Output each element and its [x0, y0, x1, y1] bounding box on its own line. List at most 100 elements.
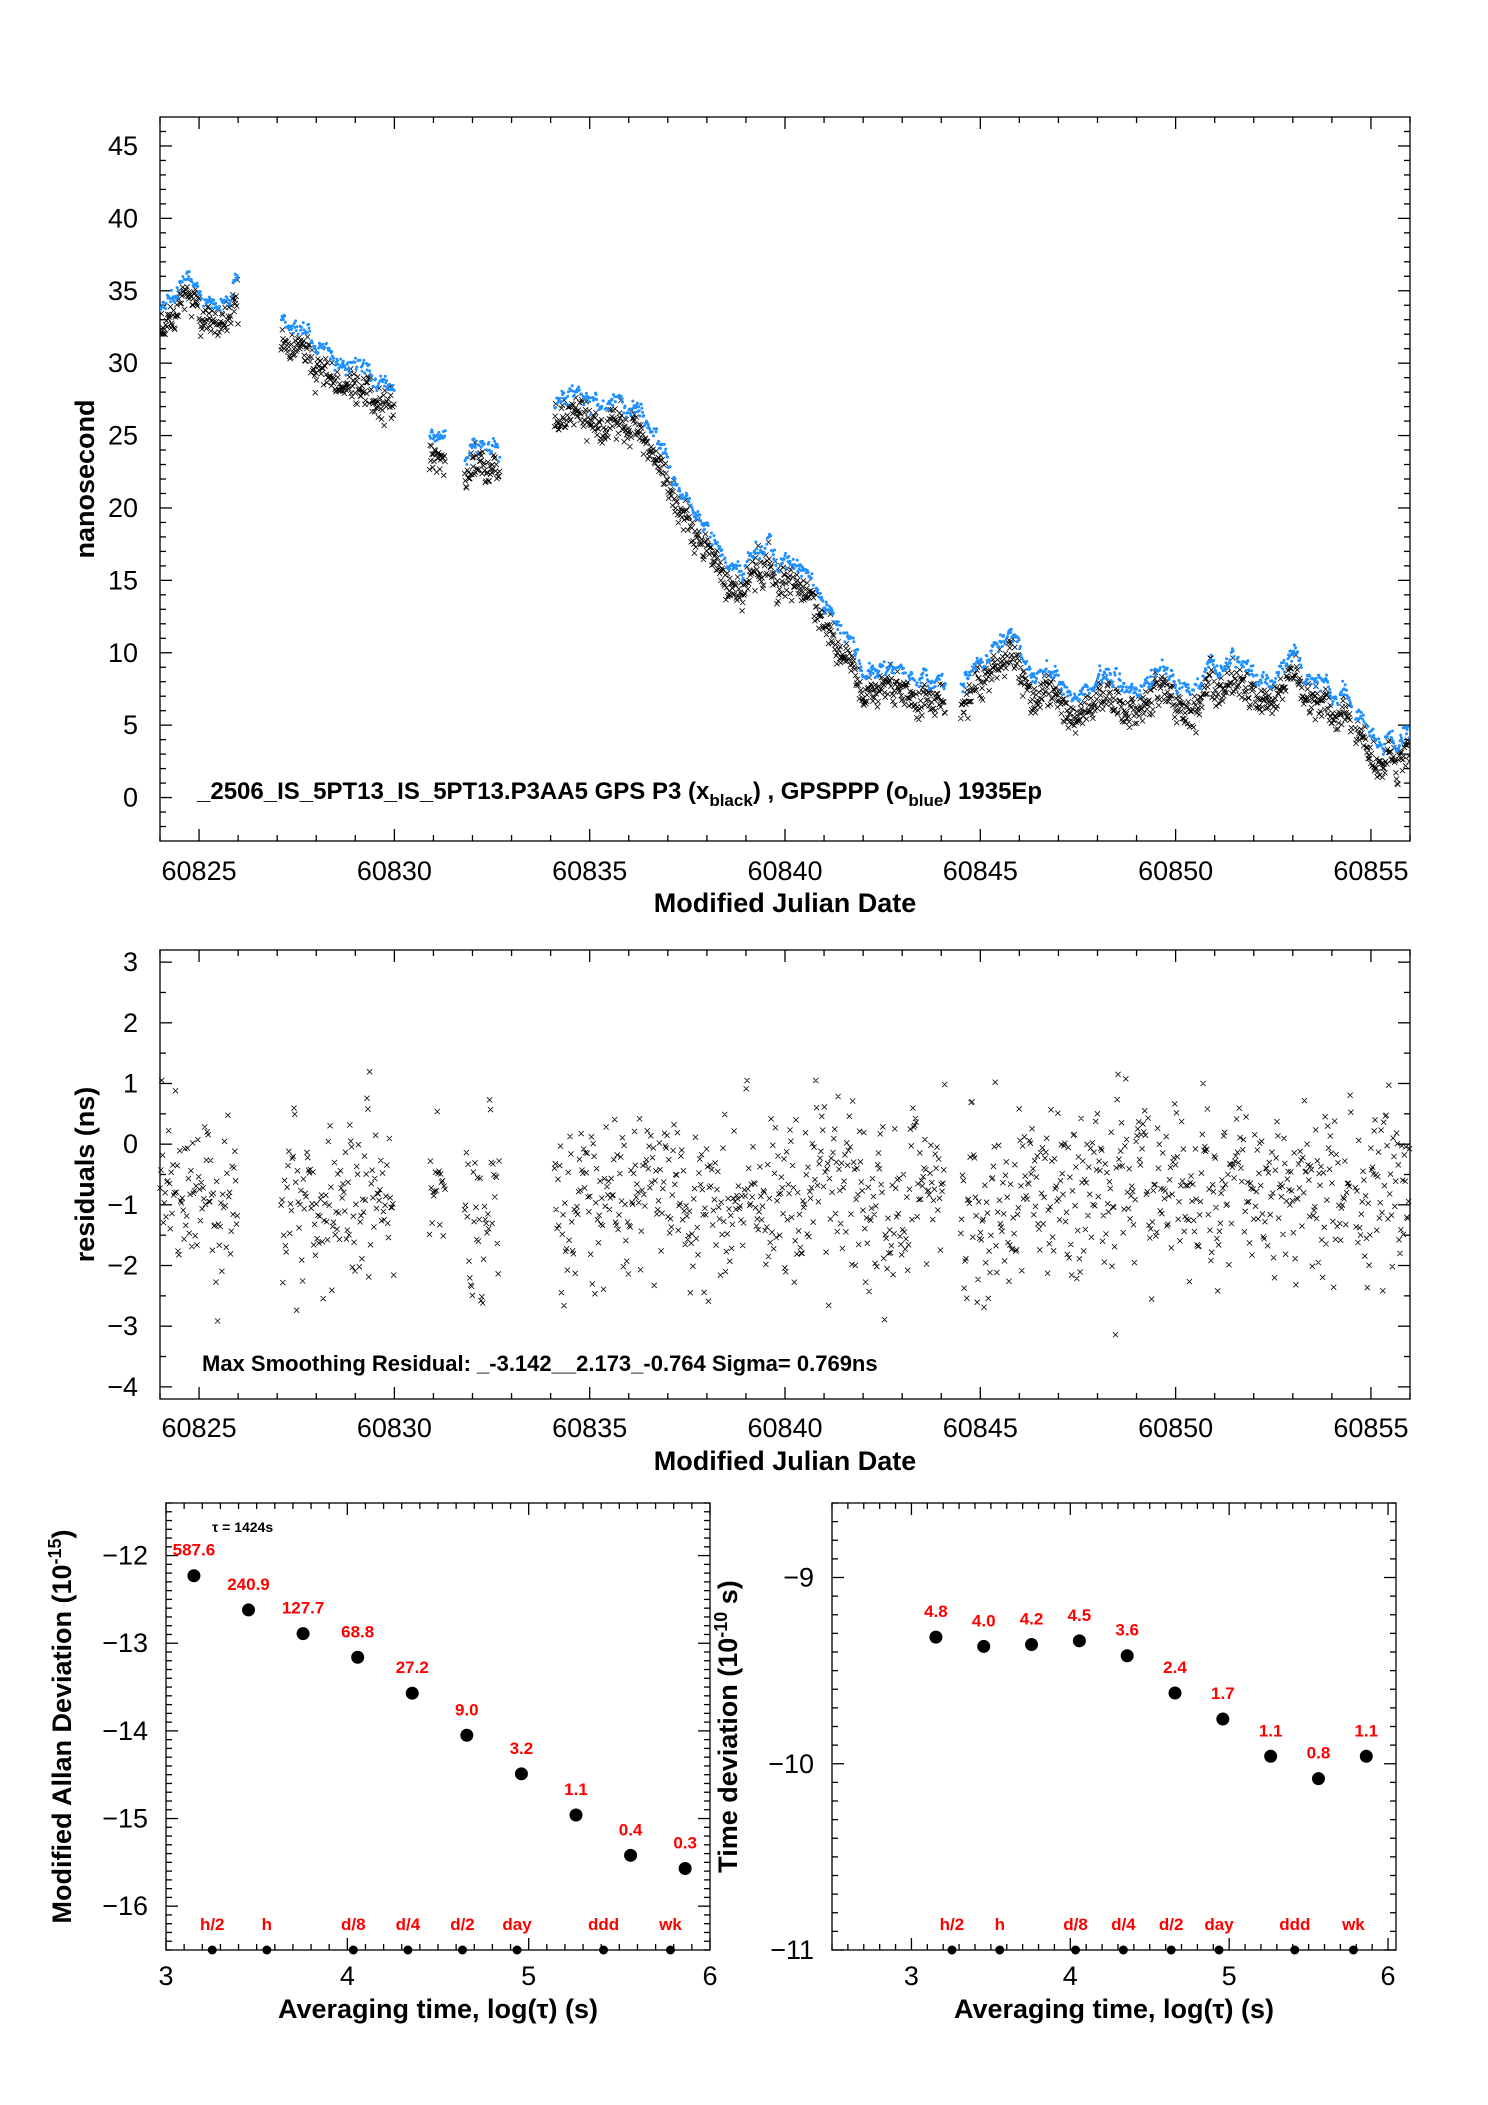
tdev-panel-frame — [831, 1502, 1397, 1951]
x-tick-label: 6 — [1381, 1961, 1396, 1991]
time-marker — [262, 1945, 272, 1955]
mdev-panel-frame — [165, 1502, 711, 1951]
phase-plot-frame — [159, 116, 1411, 842]
time-marker — [403, 1945, 413, 1955]
phase-points — [160, 270, 1410, 788]
x-tick-label: 60835 — [552, 1413, 627, 1443]
time-marker-label: day — [1204, 1915, 1234, 1934]
y-axis-title-sup: -10 — [711, 1612, 731, 1638]
point-label: 3.2 — [510, 1739, 534, 1758]
x-tick-label: 4 — [1063, 1961, 1078, 1991]
phase-panel: 0 5 10 15 20 25 30 35 40 45 60825 60830 60835 60840 60… — [70, 116, 1411, 918]
time-marker — [1166, 1945, 1176, 1955]
x-tick-label: 3 — [158, 1961, 173, 1991]
data-point — [514, 1767, 528, 1781]
annotation-subscript: blue — [908, 791, 943, 810]
x-tick-label: 60855 — [1333, 856, 1408, 886]
x-tick-label: 60830 — [357, 1413, 432, 1443]
y-tick-label: −16 — [102, 1891, 148, 1921]
x-tick-label: 5 — [521, 1961, 536, 1991]
x-axis-title: Averaging time, log(τ) (s) — [954, 1994, 1274, 2024]
time-marker-label: d/2 — [450, 1915, 475, 1934]
data-point — [1264, 1749, 1278, 1763]
y-axis-title-sup: -15 — [45, 1538, 65, 1564]
y-tick-label: −10 — [768, 1749, 814, 1779]
time-marker — [207, 1945, 217, 1955]
data-point — [351, 1650, 365, 1664]
x-axis-title: Modified Julian Date — [654, 888, 917, 918]
data-point — [296, 1627, 310, 1641]
y-tick-label: 3 — [123, 947, 138, 977]
time-marker — [599, 1945, 609, 1955]
point-label: 27.2 — [396, 1658, 429, 1677]
point-label: 4.8 — [924, 1602, 948, 1621]
x-tick-label: 60840 — [747, 856, 822, 886]
y-tick-label: −14 — [102, 1716, 148, 1746]
point-label: 1.1 — [564, 1780, 588, 1799]
time-marker-label: h/2 — [200, 1915, 225, 1934]
point-label: 9.0 — [455, 1700, 479, 1719]
data-point — [929, 1630, 943, 1644]
x-tick-label: 6 — [702, 1961, 717, 1991]
y-tick-label: 25 — [108, 421, 138, 451]
x-tick-label: 60835 — [552, 856, 627, 886]
y-tick-label: −4 — [107, 1372, 138, 1402]
y-axis-title: Time deviation (10-10 s) — [711, 1580, 743, 1873]
y-tick-label: 10 — [108, 638, 138, 668]
point-label: 68.8 — [341, 1622, 374, 1641]
time-marker-label: ddd — [1279, 1915, 1310, 1934]
y-axis-title: residuals (ns) — [70, 1087, 100, 1263]
point-label: 0.4 — [619, 1820, 643, 1839]
y-tick-label: −1 — [107, 1190, 138, 1220]
y-tick-label: 35 — [108, 276, 138, 306]
tau-note: τ = 1424s — [212, 1519, 273, 1535]
point-label: 0.8 — [1307, 1744, 1331, 1763]
annotation-subscript: black — [709, 791, 753, 810]
y-tick-label: 2 — [123, 1008, 138, 1038]
point-label: 4.5 — [1068, 1606, 1092, 1625]
y-tick-label: −15 — [102, 1804, 148, 1834]
x-tick-label: 3 — [904, 1961, 919, 1991]
y-tick-label: −9 — [783, 1563, 814, 1593]
data-point — [1168, 1686, 1182, 1700]
x-tick-label: 60830 — [357, 856, 432, 886]
x-tick-label: 60845 — [943, 1413, 1018, 1443]
point-label: 4.2 — [1020, 1610, 1044, 1629]
x-tick-label: 60855 — [1333, 1413, 1408, 1443]
y-tick-label: 45 — [108, 131, 138, 161]
y-tick-label: 15 — [108, 565, 138, 595]
x-tick-label: 60840 — [747, 1413, 822, 1443]
time-marker-label: wk — [1341, 1915, 1365, 1934]
x-tick-label: 60825 — [162, 856, 237, 886]
point-label: 4.0 — [972, 1611, 996, 1630]
x-axis-title: Averaging time, log(τ) (s) — [278, 1994, 598, 2024]
data-point — [1359, 1749, 1373, 1763]
time-marker-label: day — [502, 1915, 532, 1934]
y-tick-label: −12 — [102, 1541, 148, 1571]
y-tick-label: −11 — [770, 1935, 814, 1965]
data-point — [678, 1861, 692, 1875]
data-point — [569, 1808, 583, 1822]
x-tick-label: 5 — [1222, 1961, 1237, 1991]
data-point — [405, 1686, 419, 1700]
x-axis-title: Modified Julian Date — [654, 1446, 917, 1476]
time-marker-label: d/2 — [1159, 1915, 1184, 1934]
time-marker-label: ddd — [588, 1915, 619, 1934]
time-marker — [457, 1945, 467, 1955]
time-marker-label: h/2 — [940, 1915, 965, 1934]
time-marker — [1290, 1945, 1300, 1955]
x-tick-label: 60825 — [162, 1413, 237, 1443]
y-tick-label: 0 — [123, 1129, 138, 1159]
point-label: 3.6 — [1115, 1621, 1139, 1640]
x-tick-label: 4 — [340, 1961, 355, 1991]
point-label: 240.9 — [227, 1575, 270, 1594]
point-label: 127.7 — [282, 1599, 325, 1618]
y-tick-label: −3 — [107, 1311, 138, 1341]
point-label: 1.7 — [1211, 1684, 1235, 1703]
time-marker — [512, 1945, 522, 1955]
time-marker-label: d/4 — [1111, 1915, 1136, 1934]
y-axis-title: nanosecond — [70, 399, 100, 558]
y-tick-label: 40 — [108, 203, 138, 233]
data-point — [1216, 1712, 1230, 1726]
annotation-text: ) 1935Ep — [943, 778, 1042, 805]
